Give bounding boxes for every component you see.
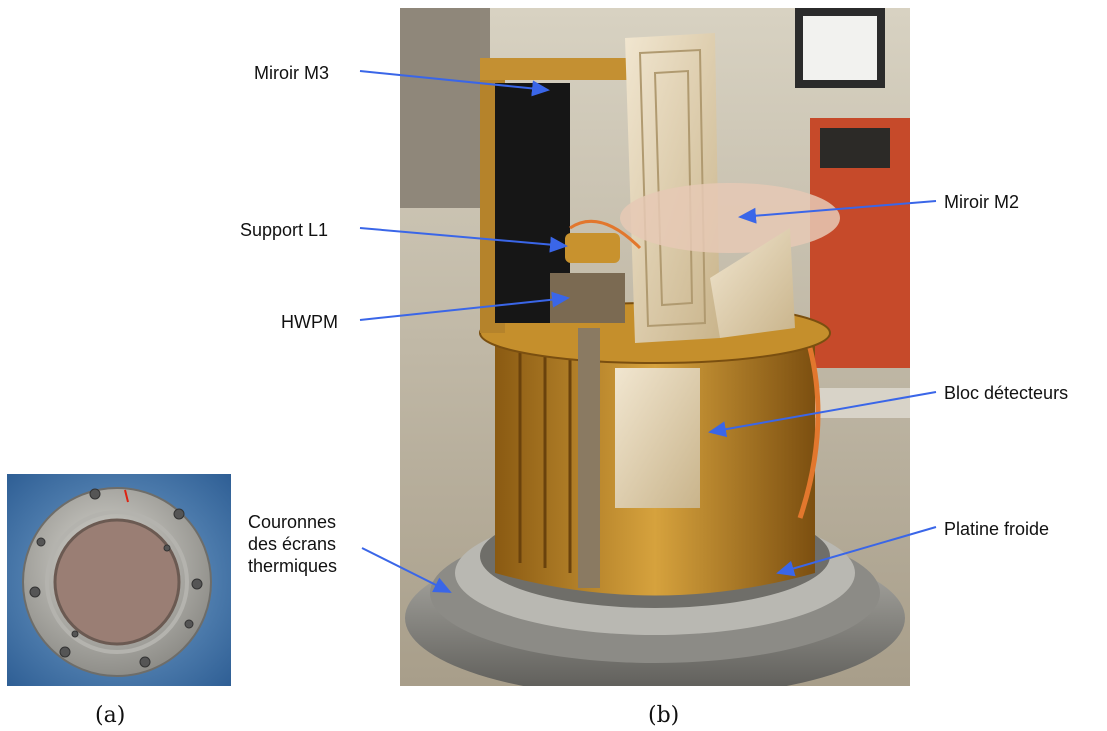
caption-b: (b): [648, 703, 680, 728]
label-platine-froide: Platine froide: [944, 519, 1050, 539]
photo-ring-component: [7, 474, 231, 686]
caption-a: (a): [95, 703, 126, 728]
photo-instrument-assembly: [400, 8, 910, 686]
label-bloc-detecteurs: Bloc détecteurs: [944, 383, 1069, 403]
label-support-l1: Support L1: [240, 220, 329, 240]
label-couronnes-line1: Couronnes: [248, 512, 337, 532]
label-hwpm: HWPM: [281, 312, 338, 332]
label-couronnes: Couronnes des écrans thermiques: [248, 511, 337, 577]
label-miroir-m2: Miroir M2: [944, 192, 1019, 212]
label-couronnes-line2: des écrans: [248, 534, 337, 554]
label-couronnes-line3: thermiques: [248, 556, 338, 576]
ring-photo-illustration: [7, 474, 231, 686]
label-miroir-m3: Miroir M3: [254, 63, 329, 83]
instrument-photo-illustration: [400, 8, 910, 686]
